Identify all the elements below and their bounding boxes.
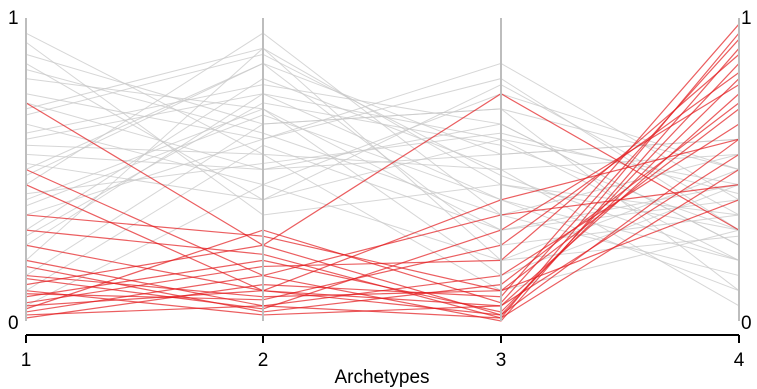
gray-series-line bbox=[25, 41, 740, 231]
x-axis-title: Archetypes bbox=[334, 367, 429, 388]
gray-series-line bbox=[25, 53, 740, 261]
red-series-line bbox=[25, 168, 740, 319]
red-series-line bbox=[25, 23, 740, 319]
gray-series-line bbox=[25, 132, 740, 195]
red-series-line bbox=[25, 32, 740, 319]
red-series-line bbox=[25, 93, 740, 316]
gray-series-line bbox=[25, 114, 740, 292]
gray-series-line bbox=[25, 144, 740, 292]
gray-series-line bbox=[25, 78, 740, 231]
red-series-line bbox=[25, 108, 740, 298]
x-tick-label: 1 bbox=[21, 350, 32, 371]
gray-series-line bbox=[25, 102, 740, 171]
red-series-line bbox=[25, 199, 740, 292]
red-series-line bbox=[25, 138, 740, 292]
red-series-line bbox=[25, 84, 740, 310]
gray-series-line bbox=[25, 84, 740, 216]
gray-series-line bbox=[25, 184, 740, 307]
x-tick-label: 3 bbox=[496, 350, 507, 371]
right-y-tick-max: 1 bbox=[741, 8, 752, 29]
red-series-line bbox=[25, 72, 740, 301]
left-y-tick-min: 0 bbox=[8, 313, 19, 334]
x-tick-label: 2 bbox=[258, 350, 269, 371]
red-series-line bbox=[25, 38, 740, 310]
red-series-line bbox=[25, 63, 740, 316]
x-tick-label: 4 bbox=[734, 350, 745, 371]
red-series-line bbox=[25, 138, 740, 316]
gray-series-line bbox=[25, 62, 740, 216]
red-series-line bbox=[25, 102, 740, 313]
gray-series-line bbox=[25, 53, 740, 292]
red-series-line bbox=[25, 78, 740, 313]
gray-series-line bbox=[25, 108, 740, 276]
gray-series-line bbox=[25, 102, 740, 237]
red-series-line bbox=[25, 93, 740, 246]
vertical-axes bbox=[25, 18, 740, 321]
red-series-lines bbox=[25, 23, 740, 322]
right-y-tick-min: 0 bbox=[741, 313, 752, 334]
left-y-tick-max: 1 bbox=[8, 8, 19, 29]
x-ticks: 1 2 3 4 bbox=[21, 335, 745, 371]
